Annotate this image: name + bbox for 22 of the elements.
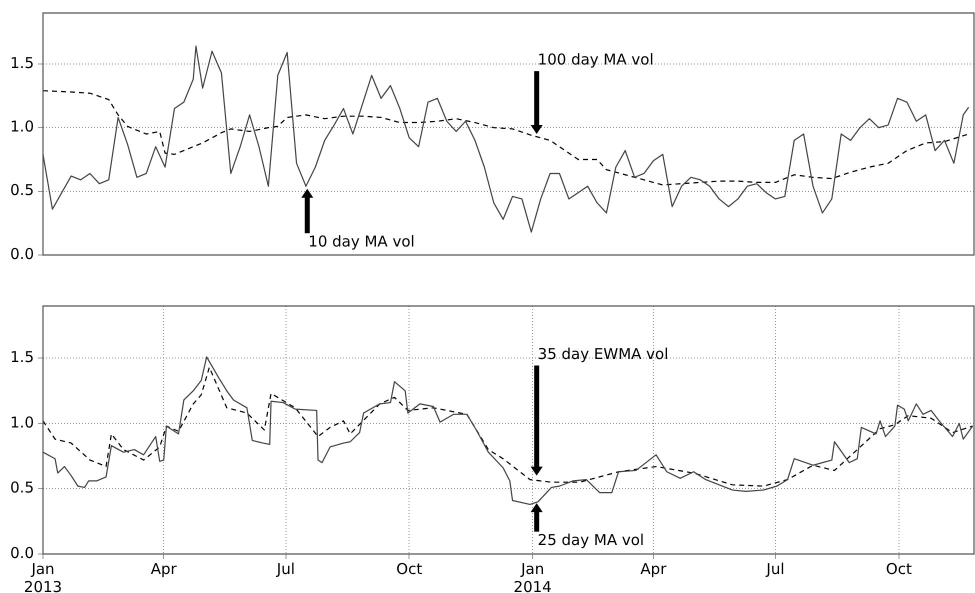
x-tick-label: Oct bbox=[886, 560, 912, 578]
y-tick-label: 0.0 bbox=[10, 244, 34, 263]
x-tick-label: Apr bbox=[640, 560, 668, 578]
y-tick-label: 1.5 bbox=[10, 348, 34, 366]
x-tick-label: Jul bbox=[276, 560, 295, 578]
y-tick-label: 1.5 bbox=[10, 54, 34, 72]
annotation: 35 day EWMA vol bbox=[538, 344, 668, 363]
line-series bbox=[43, 366, 974, 487]
y-tick-label: 0.0 bbox=[10, 544, 34, 562]
annotation: 100 day MA vol bbox=[538, 50, 654, 68]
line-series bbox=[43, 90, 970, 186]
x-tick-label: Apr bbox=[150, 560, 178, 578]
x-tick-label: Jan 2013 bbox=[24, 560, 62, 593]
y-tick-label: 1.0 bbox=[10, 413, 34, 432]
annotation: 10 day MA vol bbox=[308, 232, 415, 251]
annotation: 25 day MA vol bbox=[538, 531, 644, 550]
y-tick-label: 0.5 bbox=[10, 478, 34, 497]
x-tick-label: Jul bbox=[765, 560, 785, 578]
x-tick-label: Jan 2014 bbox=[514, 560, 552, 593]
x-tick-label: Oct bbox=[396, 560, 422, 578]
y-tick-label: 0.5 bbox=[10, 181, 34, 200]
y-tick-label: 1.0 bbox=[10, 118, 34, 136]
